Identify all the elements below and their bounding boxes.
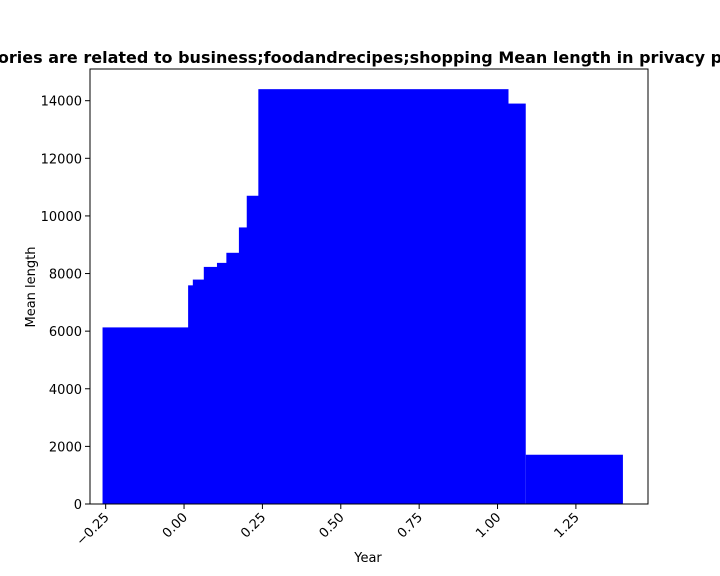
x-tick-label: 1.25 [552,510,583,541]
y-tick-label: 14000 [41,95,82,110]
bar-9 [508,103,526,505]
y-axis: 0 2000 4000 6000 8000 10000 12000 14000 [41,95,90,513]
chart-title: ories are related to business;foodandrec… [0,48,720,67]
x-axis: −0.25 0.00 0.25 0.50 0.75 1.00 1.25 [74,504,583,549]
bar-8 [258,89,509,505]
y-tick-label: 12000 [41,152,82,167]
y-tick-label: 8000 [49,268,82,283]
x-axis-label: Year [353,551,382,566]
x-tick-label: 0.75 [395,510,426,541]
x-tick-label: 1.00 [473,510,504,541]
y-tick-label: 4000 [49,383,82,398]
bar-10 [525,454,623,504]
y-tick-label: 0 [74,498,82,513]
x-tick-label: −0.25 [74,510,113,549]
y-tick-label: 10000 [41,210,82,225]
bars-group [102,89,623,505]
y-tick-label: 2000 [49,440,82,455]
x-tick-label: 0.50 [317,510,348,541]
y-axis-label: Mean length [24,247,39,328]
y-tick-label: 6000 [49,325,82,340]
x-tick-label: 0.25 [238,510,269,541]
x-tick-label: 0.00 [160,510,191,541]
plot-frame [89,68,649,505]
